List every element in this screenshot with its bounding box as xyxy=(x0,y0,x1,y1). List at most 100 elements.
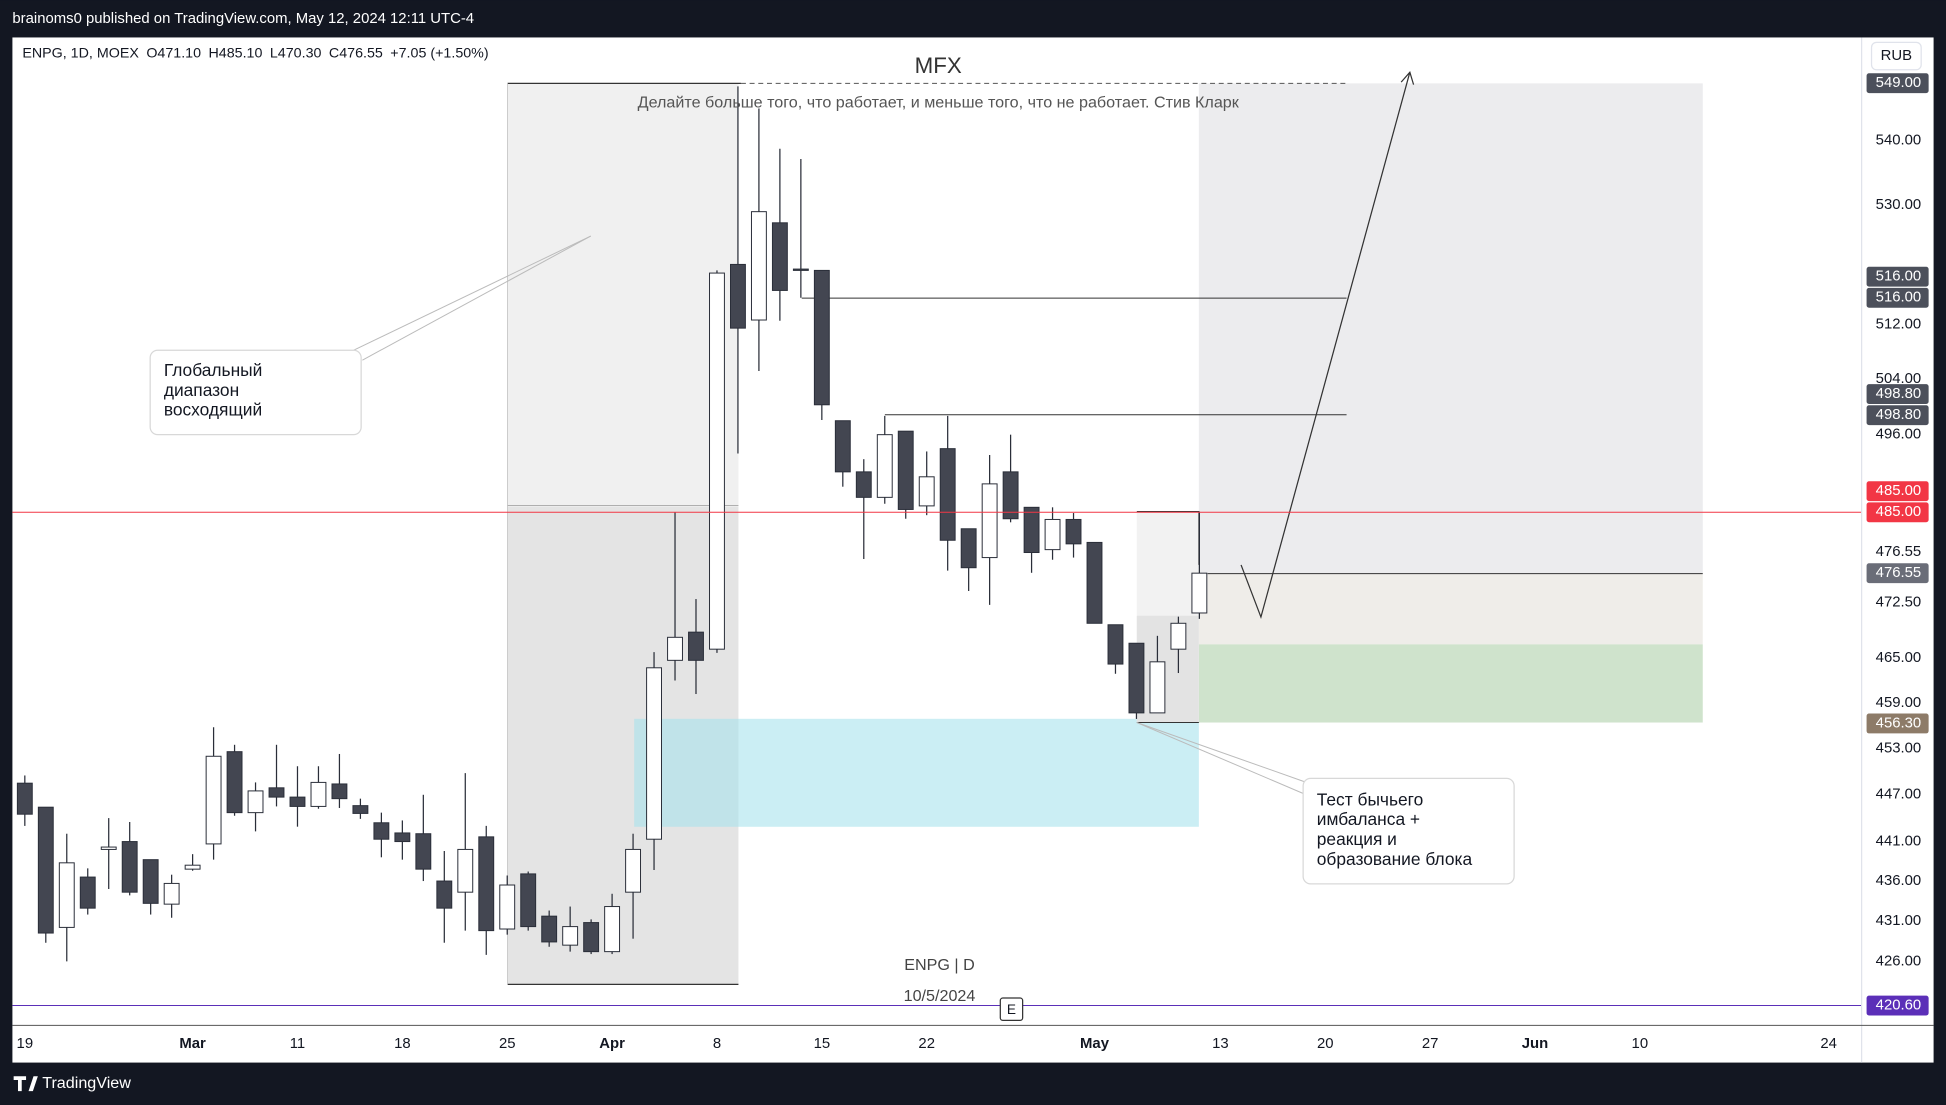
y-tick-label: 441.00 xyxy=(1876,834,1922,850)
callout-box xyxy=(149,349,362,436)
price-badge-label: 498.80 xyxy=(1876,407,1922,423)
y-tick-label: 512.00 xyxy=(1876,317,1922,333)
y-tick-label: 453.00 xyxy=(1876,741,1922,757)
footer: TradingView xyxy=(13,1074,131,1092)
candle-body xyxy=(981,483,998,559)
x-tick-label: 20 xyxy=(1317,1036,1334,1052)
candle-body xyxy=(1128,642,1145,714)
candle-body xyxy=(436,880,453,909)
logo xyxy=(13,1076,38,1092)
x-tick-label: 10 xyxy=(1632,1036,1649,1052)
x-tick-label: May xyxy=(1080,1036,1110,1052)
candle-body xyxy=(58,862,75,928)
candle-body xyxy=(604,906,621,953)
candle-body xyxy=(100,846,117,850)
candle-body xyxy=(37,806,54,934)
y-tick-label: 426.00 xyxy=(1876,953,1922,969)
x-tick-label: Jun xyxy=(1522,1036,1548,1052)
watermark: ENPG | D xyxy=(904,956,975,974)
arrow-head xyxy=(1400,70,1415,85)
candle-body xyxy=(1107,624,1124,665)
callout-box xyxy=(1302,777,1515,885)
candle-body xyxy=(478,836,495,932)
candle-body xyxy=(562,926,579,946)
price-badge-label: 420.60 xyxy=(1876,997,1922,1013)
header-text: brainoms0 published on TradingView.com, … xyxy=(12,11,474,27)
candle-body xyxy=(541,915,558,943)
candle-body xyxy=(855,471,872,498)
callout-line: образование блока xyxy=(1317,849,1473,869)
callout-line: диапазон xyxy=(164,380,239,400)
y-tick-label: 431.00 xyxy=(1876,913,1922,929)
price-badge xyxy=(1866,287,1929,308)
callout-leader xyxy=(362,235,591,361)
x-tick-label: 19 xyxy=(17,1036,34,1052)
candle-body xyxy=(709,272,725,650)
candle-body xyxy=(394,832,411,843)
candle-body xyxy=(1086,541,1103,624)
candle-body xyxy=(876,434,893,498)
target-zone xyxy=(1198,83,1703,574)
event-marker-label[interactable]: E xyxy=(1007,1002,1016,1017)
y-tick-label: 436.00 xyxy=(1876,873,1922,889)
callout-leader xyxy=(353,235,591,351)
candle-body xyxy=(121,841,138,893)
candle-body xyxy=(792,268,809,271)
candle-body xyxy=(771,222,788,291)
entry-zone xyxy=(1198,573,1703,645)
x-tick-label: 22 xyxy=(918,1036,935,1052)
x-tick-label: 27 xyxy=(1422,1036,1439,1052)
callout-text: Глобальный диапазон восходящий Тест бычь… xyxy=(164,360,1473,869)
y-tick-label: 496.00 xyxy=(1876,427,1922,443)
legend-change: +7.05 (+1.50%) xyxy=(390,45,488,61)
x-tick-label: 18 xyxy=(394,1036,411,1052)
chart-title: MFX xyxy=(915,53,962,78)
legend-low: L470.30 xyxy=(270,45,322,61)
candle-body xyxy=(1002,471,1019,520)
candle-body xyxy=(520,873,537,928)
y-tick-label: 465.00 xyxy=(1876,650,1922,666)
candle-body xyxy=(310,781,327,807)
candle-body xyxy=(79,876,96,909)
candle-body xyxy=(499,884,516,930)
price-badge-label: 485.00 xyxy=(1876,504,1922,520)
drawings xyxy=(149,70,1703,986)
price-badge xyxy=(1866,73,1929,94)
price-badge xyxy=(1866,266,1929,287)
candle-body xyxy=(960,528,977,569)
symbol-legend: ENPG, 1D, MOEX O471.10 H485.10 L470.30 C476.… xyxy=(22,45,488,61)
price-badge xyxy=(1866,481,1929,502)
candle-body xyxy=(729,263,746,329)
y-tick-label: 472.50 xyxy=(1876,595,1922,611)
candle-body xyxy=(457,848,474,893)
price-badge xyxy=(1866,502,1929,523)
price-badge-label: 485.00 xyxy=(1876,483,1922,499)
candle-body xyxy=(142,859,159,904)
candle-body xyxy=(373,822,390,840)
candle-body xyxy=(1170,622,1187,650)
candle-body xyxy=(268,787,285,798)
candle-body xyxy=(1191,572,1208,614)
y-tick-label: 447.00 xyxy=(1876,787,1922,803)
currency-button[interactable] xyxy=(1870,41,1922,71)
price-badge-label: 549.00 xyxy=(1876,75,1922,91)
price-badge xyxy=(1866,713,1929,734)
currency-label[interactable]: RUB xyxy=(1881,48,1912,64)
x-tick-label: 13 xyxy=(1212,1036,1229,1052)
x-tick-label: Mar xyxy=(179,1036,206,1052)
candle-body xyxy=(184,864,201,870)
price-badge xyxy=(1866,542,1929,562)
candle-body xyxy=(163,882,180,905)
legend-symbol: ENPG, 1D, MOEX xyxy=(22,45,139,61)
callout-line: реакция и xyxy=(1317,829,1397,849)
range-upper xyxy=(507,83,739,507)
candle-body xyxy=(1149,661,1166,714)
price-badge-label: 456.30 xyxy=(1876,715,1922,731)
candle-body xyxy=(415,833,432,870)
event-marker[interactable] xyxy=(999,997,1024,1022)
legend-open: O471.10 xyxy=(146,45,201,61)
candle-body xyxy=(16,782,33,815)
candle-body xyxy=(897,430,914,510)
